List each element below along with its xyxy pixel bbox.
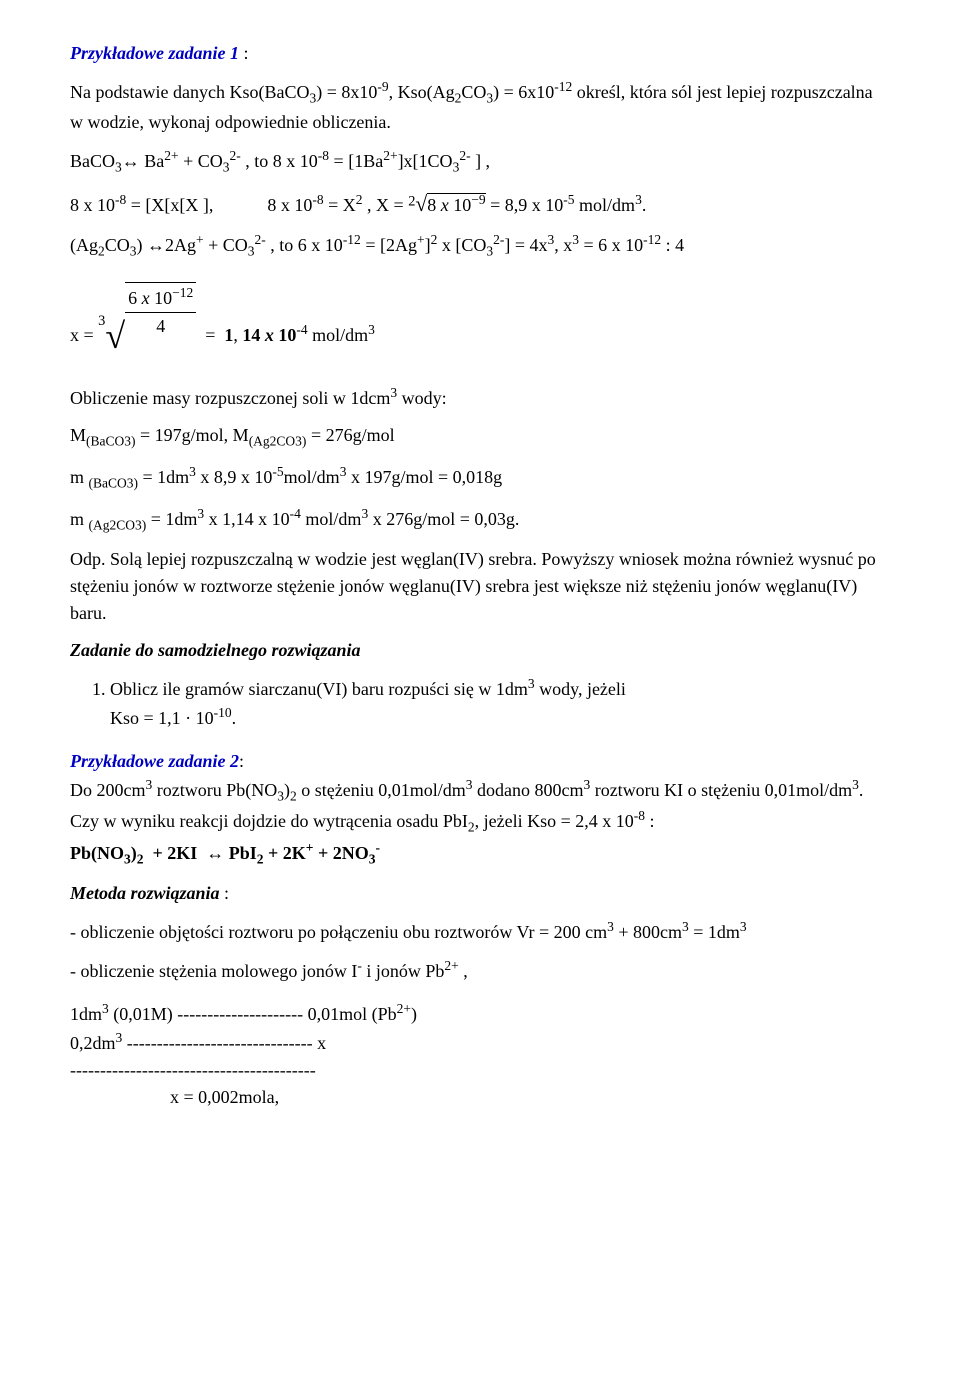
- method-heading-text: Metoda rozwiązania: [70, 883, 220, 903]
- self-solve-heading: Zadanie do samodzielnego rozwiązania: [70, 637, 890, 664]
- calc-block: 1dm3 (0,01M) --------------------- 0,01m…: [70, 999, 890, 1111]
- calc-line-4: x = 0,002mola,: [170, 1084, 279, 1111]
- equation-1: BaCO3↔ Ba2+ + CO32- , to 8 x 10-8 = [1Ba…: [70, 146, 890, 178]
- equation-4: x = 3√ 6 x 10−12 4 = 1, 14 x 10-4 mol/dm…: [70, 282, 890, 363]
- colon2: :: [239, 751, 244, 771]
- colon: :: [244, 43, 249, 63]
- calc-line-2: 0,2dm3 ------------------------------- x: [70, 1033, 326, 1053]
- method-step-1: - obliczenie objętości roztworu po połąc…: [70, 917, 890, 946]
- equation-2: 8 x 10-8 = [X[x[X ], 8 x 10-8 = X2 , X =…: [70, 188, 890, 220]
- calc-line-3: ----------------------------------------…: [70, 1060, 316, 1080]
- answer-1: Odp. Solą lepiej rozpuszczalną w wodzie …: [70, 546, 890, 627]
- method-step-2: - obliczenie stężenia molowego jonów I- …: [70, 956, 890, 985]
- intro-2: Do 200cm3 roztworu Pb(NO3)2 o stężeniu 0…: [70, 780, 863, 832]
- mass-baco3: m (BaCO3) = 1dm3 x 8,9 x 10-5mol/dm3 x 1…: [70, 462, 890, 494]
- method-colon: :: [224, 883, 229, 903]
- reaction-equation: Pb(NO3)2 + 2KI ↔ PbI2 + 2K+ + 2NO3-: [70, 843, 380, 863]
- method-heading: Metoda rozwiązania :: [70, 880, 890, 907]
- intro-1: Na podstawie danych Kso(BaCO3) = 8x10-9,…: [70, 77, 890, 136]
- mass-ag2co3: m (Ag2CO3) = 1dm3 x 1,14 x 10-4 mol/dm3 …: [70, 504, 890, 536]
- mass-header: Obliczenie masy rozpuszczonej soli w 1dc…: [70, 383, 890, 412]
- task-list: Oblicz ile gramów siarczanu(VI) baru roz…: [110, 674, 890, 732]
- calc-line-1: 1dm3 (0,01M) --------------------- 0,01m…: [70, 1004, 417, 1024]
- heading-task-1: Przykładowe zadanie 1 :: [70, 40, 890, 67]
- heading-task-2-block: Przykładowe zadanie 2: Do 200cm3 roztwor…: [70, 748, 890, 871]
- task-item-1: Oblicz ile gramów siarczanu(VI) baru roz…: [110, 674, 890, 732]
- document-page: Przykładowe zadanie 1 : Na podstawie dan…: [0, 0, 960, 1399]
- equation-3: (Ag2CO3) ↔2Ag+ + CO32- , to 6 x 10-12 = …: [70, 230, 890, 262]
- heading-task-2-text: Przykładowe zadanie 2: [70, 751, 239, 771]
- heading-task-1-text: Przykładowe zadanie 1: [70, 43, 239, 63]
- molar-masses: M(BaCO3) = 197g/mol, M(Ag2CO3) = 276g/mo…: [70, 422, 890, 452]
